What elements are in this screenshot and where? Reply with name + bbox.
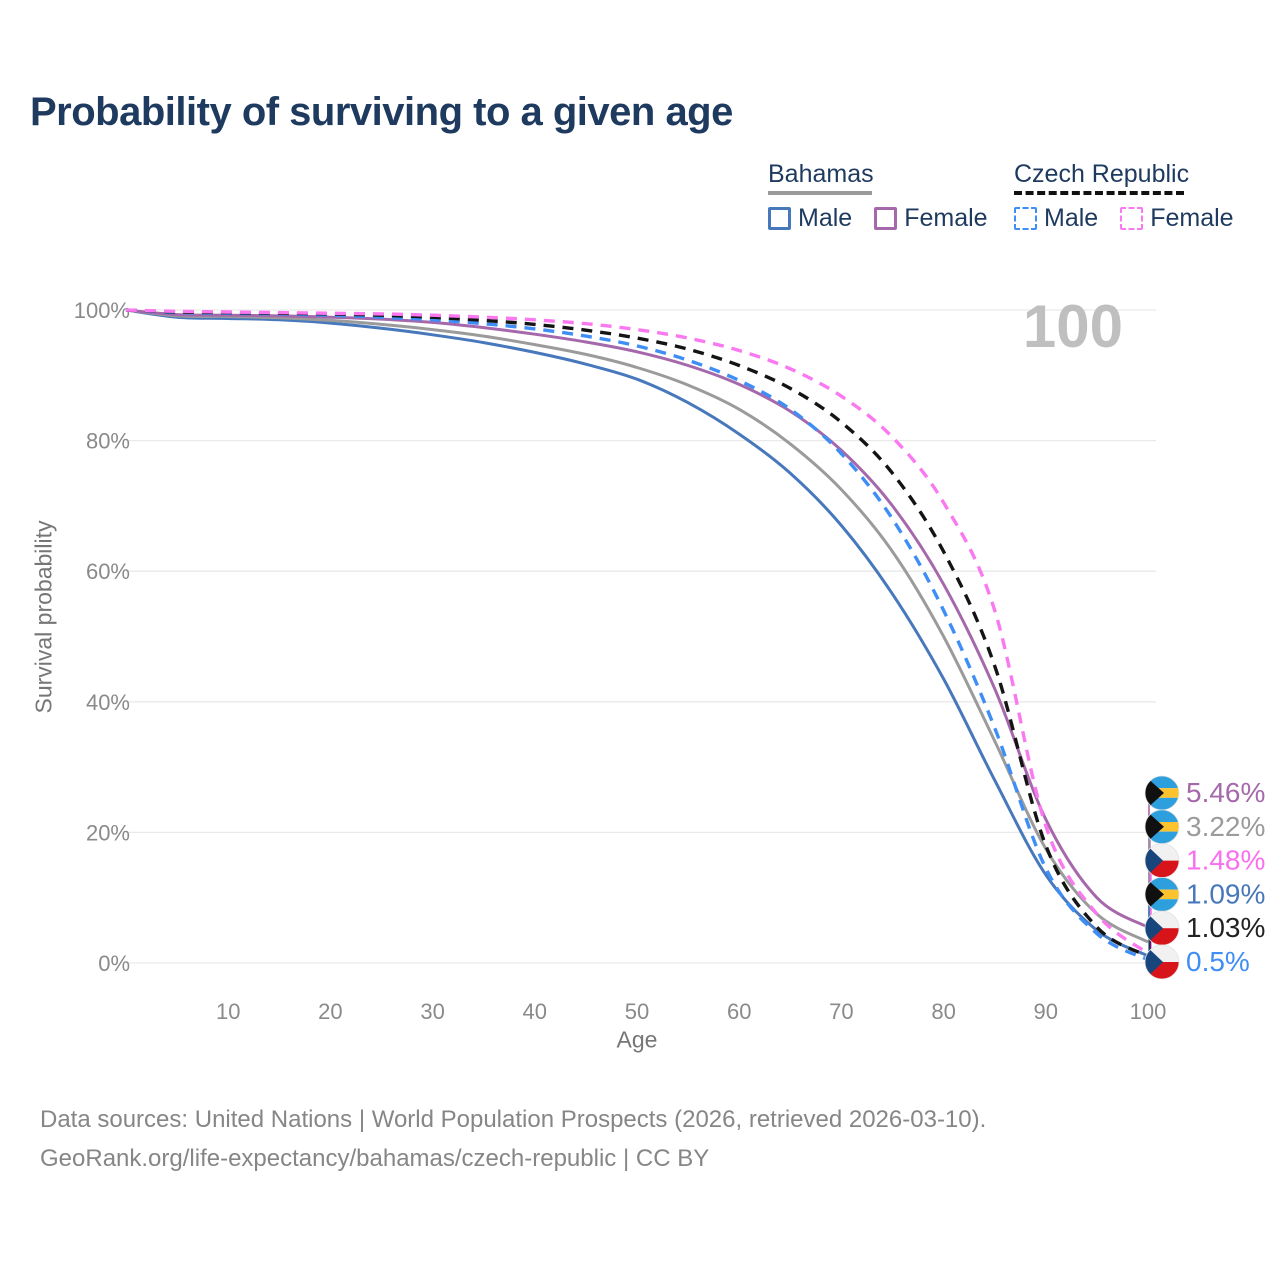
y-tick-label-60: 60%	[86, 559, 130, 584]
x-tick-label-10: 10	[216, 999, 240, 1024]
flag-icon-bahamas	[1145, 877, 1179, 912]
x-axis-title: Age	[616, 1026, 658, 1053]
flag-border	[1144, 944, 1180, 980]
x-tick-label-30: 30	[420, 999, 444, 1024]
y-axis-title: Survival probability	[30, 520, 57, 714]
x-tick-label-50: 50	[625, 999, 649, 1024]
series-line-bahamas	[125, 308, 1149, 944]
series-line-czech-republic	[125, 308, 1149, 958]
page-title: Probability of surviving to a given age	[30, 90, 733, 134]
end-label-value-bahamas: 3.22%	[1186, 811, 1265, 842]
flag-icon-bahamas	[1145, 776, 1179, 810]
legend-checkbox-czech-female[interactable]	[1120, 207, 1144, 230]
series-line-bahamas-female	[125, 308, 1149, 929]
x-tick-label-70: 70	[829, 999, 853, 1024]
end-label-value-czech-republic-male: 0.5%	[1186, 946, 1250, 977]
legend-label-bahamas-female[interactable]: Female	[904, 204, 988, 232]
y-tick-label-0: 0%	[98, 951, 130, 976]
legend-checkbox-bahamas-female[interactable]	[874, 207, 898, 230]
footer-attribution: GeoRank.org/life-expectancy/bahamas/czec…	[40, 1145, 710, 1172]
legend-group-bahamas: Bahamas Male Female	[768, 160, 1010, 233]
legend-label-czech-male[interactable]: Male	[1044, 204, 1099, 232]
y-tick-label-100: 100%	[74, 298, 130, 323]
flag-icon-czech-republic	[1145, 911, 1179, 946]
legend-group-title-bahamas: Bahamas	[768, 160, 874, 188]
legend-linestyle-dashed-swatch	[1014, 191, 1184, 195]
legend-label-czech-female[interactable]: Female	[1150, 204, 1234, 232]
legend-checkbox-czech-male[interactable]	[1014, 207, 1037, 230]
x-tick-label-90: 90	[1034, 999, 1058, 1024]
flag-icon-czech-republic	[1145, 843, 1179, 878]
series-line-czech-republic-female	[125, 308, 1150, 955]
series-line-bahamas-male	[125, 308, 1149, 958]
x-tick-label-100: 100	[1130, 999, 1167, 1024]
y-tick-label-20: 20%	[86, 820, 130, 845]
x-tick-label-60: 60	[727, 999, 751, 1024]
x-tick-label-40: 40	[523, 999, 547, 1024]
plot-area[interactable]	[126, 300, 1156, 963]
hover-age-watermark: 100	[1022, 293, 1123, 360]
flag-icon-bahamas	[1145, 809, 1179, 844]
legend-checkbox-bahamas-male[interactable]	[768, 207, 791, 230]
end-label-value-czech-republic: 1.03%	[1186, 912, 1265, 943]
legend-label-bahamas-male[interactable]: Male	[798, 204, 853, 232]
legend-group-czech-republic: Czech Republic Male Female	[1014, 160, 1256, 233]
end-label-value-bahamas-female: 5.46%	[1186, 777, 1265, 808]
x-tick-label-80: 80	[931, 999, 955, 1024]
end-label-value-czech-republic-female: 1.48%	[1186, 845, 1265, 876]
y-tick-label-40: 40%	[86, 690, 130, 715]
footer-data-sources: Data sources: United Nations | World Pop…	[40, 1106, 987, 1133]
legend-group-title-czech-republic: Czech Republic	[1014, 160, 1190, 188]
end-label-value-bahamas-male: 1.09%	[1186, 878, 1265, 909]
x-tick-label-20: 20	[318, 999, 342, 1024]
y-tick-label-80: 80%	[86, 429, 130, 454]
legend-linestyle-solid-swatch	[768, 191, 872, 195]
flag-icon-czech-republic	[1145, 945, 1179, 979]
